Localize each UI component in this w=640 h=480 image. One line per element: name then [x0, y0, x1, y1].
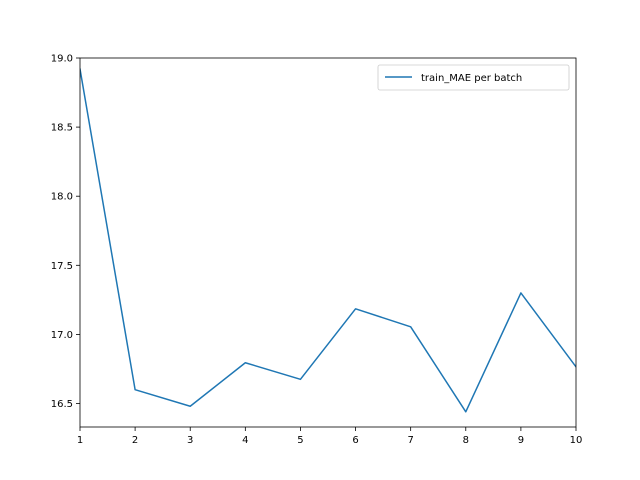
legend-box — [377, 64, 570, 91]
x-tick-label: 4 — [242, 435, 248, 446]
y-axis: 16.5 17.0 17.5 18.0 18.5 19.0 — [51, 54, 80, 410]
x-tick-label: 6 — [352, 435, 358, 446]
series-line-0 — [80, 68, 576, 413]
series-layer — [80, 68, 576, 413]
x-tick-label: 9 — [518, 435, 524, 446]
y-tick-label: 19.0 — [51, 54, 73, 65]
y-tick-label: 18.0 — [51, 192, 73, 203]
x-tick-label: 1 — [77, 435, 83, 446]
y-tick-label: 17.5 — [51, 261, 73, 272]
x-tick-label: 7 — [407, 435, 413, 446]
x-tick-label: 10 — [570, 435, 583, 446]
plot-frame — [79, 57, 577, 428]
legend: train_MAE per batch — [377, 64, 570, 91]
x-tick-label: 2 — [132, 435, 138, 446]
legend-label: train_MAE per batch — [421, 73, 522, 84]
y-tick-label: 18.5 — [51, 123, 73, 134]
y-tick-label: 17.0 — [51, 330, 73, 341]
y-tick-label: 16.5 — [51, 399, 73, 410]
x-tick-label: 3 — [187, 435, 193, 446]
x-axis: 1 2 3 4 5 6 7 8 9 10 — [77, 427, 583, 446]
plot-area — [80, 58, 576, 427]
x-tick-label: 8 — [463, 435, 469, 446]
x-tick-label: 5 — [297, 435, 303, 446]
